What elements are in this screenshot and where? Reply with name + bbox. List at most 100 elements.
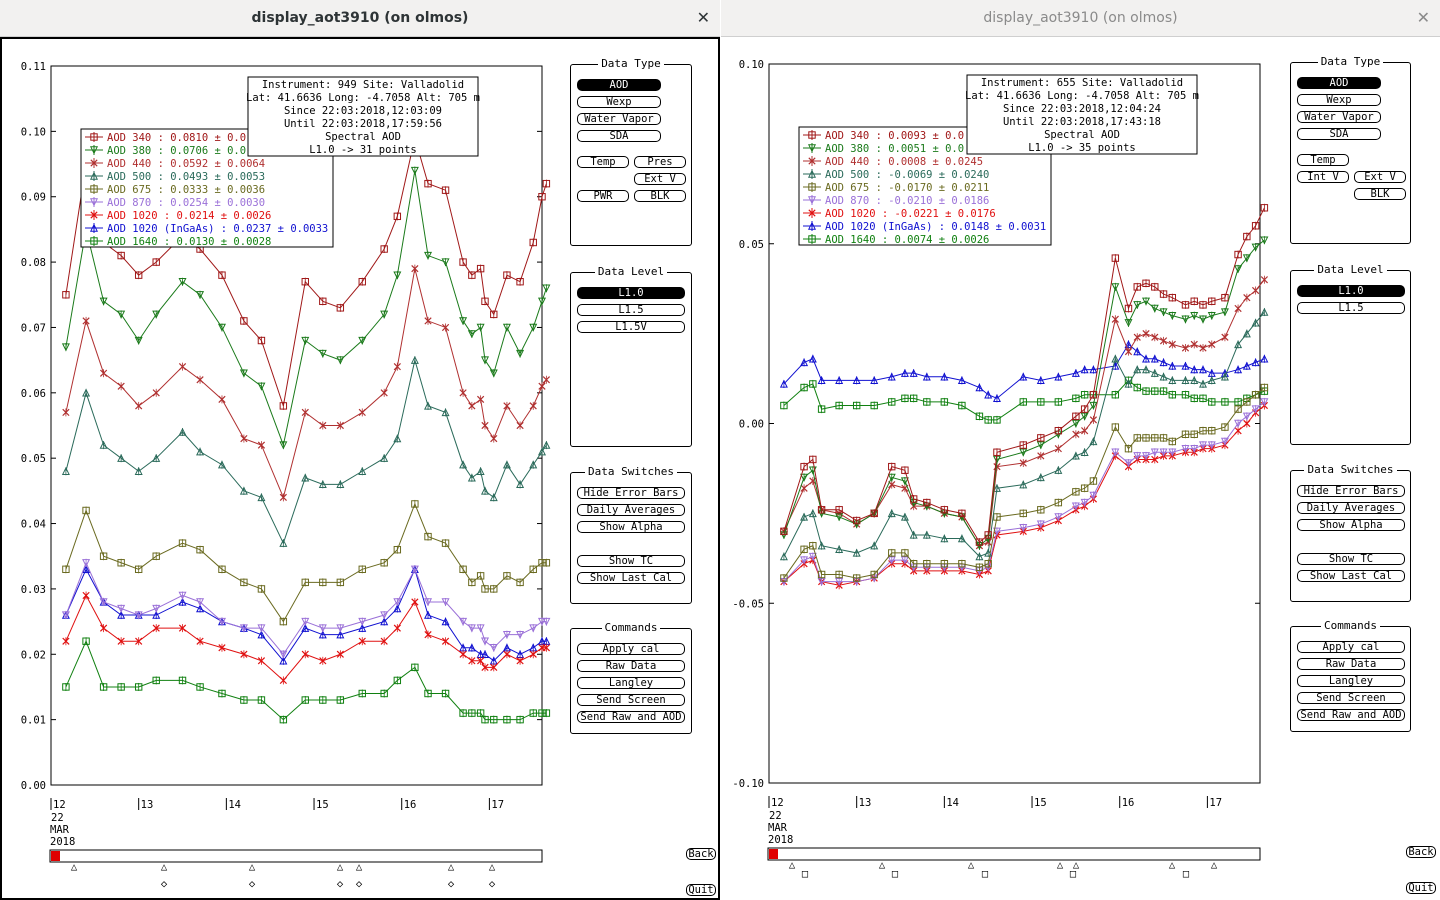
data-point: [476, 264, 485, 273]
quit-button[interactable]: Quit: [1406, 882, 1436, 894]
langley-button[interactable]: Langley: [577, 677, 685, 689]
data-point: [909, 394, 918, 403]
data-point: [537, 297, 547, 306]
y-tick-label: 0.08: [21, 257, 46, 269]
show-alpha-button[interactable]: Show Alpha: [1297, 519, 1405, 531]
data-point: [923, 398, 931, 406]
ext-v-button[interactable]: Ext V: [1354, 171, 1406, 183]
temp-button[interactable]: Temp: [1297, 154, 1349, 166]
titlebar[interactable]: display_aot3910 (on olmos) ✕: [721, 0, 1440, 37]
x-tick-label: 13: [141, 799, 154, 811]
data-point: [975, 563, 984, 571]
blk-button[interactable]: BLK: [1354, 188, 1406, 200]
wexp-button[interactable]: Wexp: [1297, 94, 1381, 106]
send-screen-button[interactable]: Send Screen: [577, 694, 685, 706]
panel-title: Data Switches: [584, 465, 678, 478]
y-tick-label: 0.07: [21, 322, 46, 334]
event-marker: △: [1169, 859, 1176, 871]
data-point: [1089, 401, 1098, 410]
close-icon[interactable]: ✕: [696, 8, 710, 27]
send-raw-and-aod-button[interactable]: Send Raw and AOD: [577, 711, 685, 723]
data-point: [1243, 398, 1251, 406]
data-point: [152, 258, 160, 266]
raw-data-button[interactable]: Raw Data: [577, 660, 685, 672]
data-point: [468, 657, 476, 665]
data-point: [1080, 365, 1089, 374]
show-tc-button[interactable]: Show TC: [577, 555, 685, 567]
info-box: [247, 76, 479, 157]
info-line: Lat: 41.6636 Long: -4.7058 Alt: 705 m: [246, 92, 480, 104]
langley-button[interactable]: Langley: [1297, 675, 1405, 687]
time-slider: [767, 847, 1261, 861]
data-point: [424, 401, 433, 410]
hide-error-bars-button[interactable]: Hide Error Bars: [577, 487, 685, 499]
show-last-cal-button[interactable]: Show Last Cal: [1297, 570, 1405, 582]
l1-5-button[interactable]: L1.5: [1297, 302, 1405, 314]
data-point: [319, 696, 327, 704]
data-point: [152, 604, 161, 613]
data-point: [424, 317, 432, 325]
data-point: [393, 624, 401, 632]
pres-button[interactable]: Pres: [634, 156, 686, 168]
data-point: [301, 623, 310, 632]
apply-cal-button[interactable]: Apply cal: [577, 643, 685, 655]
data-point: [410, 166, 419, 175]
data-point: [537, 447, 547, 456]
data-point: [1159, 448, 1168, 457]
send-screen-button[interactable]: Send Screen: [1297, 692, 1405, 704]
send-raw-and-aod-button[interactable]: Send Raw and AOD: [1297, 709, 1405, 721]
data-point: [134, 565, 143, 573]
temp-button[interactable]: Temp: [577, 156, 629, 168]
water-vapor-button[interactable]: Water Vapor: [1297, 111, 1381, 123]
hide-error-bars-button[interactable]: Hide Error Bars: [1297, 485, 1405, 497]
pwr-button[interactable]: PWR: [577, 190, 629, 202]
titlebar[interactable]: display_aot3910 (on olmos) ✕: [0, 0, 720, 37]
close-icon[interactable]: ✕: [1416, 8, 1430, 27]
data-point: [1142, 354, 1151, 363]
l1-5v-button[interactable]: L1.5V: [577, 321, 685, 333]
daily-averages-button[interactable]: Daily Averages: [577, 504, 685, 516]
data-point: [1221, 398, 1229, 406]
raw-data-button[interactable]: Raw Data: [1297, 658, 1405, 670]
apply-cal-button[interactable]: Apply cal: [1297, 641, 1405, 653]
ext-v-button[interactable]: Ext V: [634, 173, 686, 185]
data-point: [61, 611, 70, 620]
int-v-button[interactable]: Int V: [1297, 171, 1349, 183]
l1-5-button[interactable]: L1.5: [577, 304, 685, 316]
data-point: [503, 572, 511, 580]
show-alpha-button[interactable]: Show Alpha: [577, 521, 685, 533]
data-point: [490, 715, 498, 724]
l1-0-button[interactable]: L1.0: [577, 287, 685, 299]
data-point: [89, 223, 99, 232]
sda-button[interactable]: SDA: [577, 130, 661, 142]
water-vapor-button[interactable]: Water Vapor: [577, 113, 661, 125]
data-point: [516, 715, 524, 724]
sda-button[interactable]: SDA: [1297, 128, 1381, 140]
data-point: [90, 211, 98, 219]
aod-button[interactable]: AOD: [1297, 77, 1381, 89]
data-point: [1071, 502, 1080, 511]
date-label: 2018: [768, 834, 793, 846]
data-point: [468, 402, 476, 410]
wexp-button[interactable]: Wexp: [577, 96, 661, 108]
data-point: [239, 624, 248, 633]
event-marker: ◇: [161, 878, 168, 890]
data-point: [62, 291, 70, 299]
window-title: display_aot3910 (on olmos): [251, 10, 469, 26]
back-button[interactable]: Back: [1406, 846, 1436, 858]
x-tick-label: 16: [1122, 797, 1135, 809]
data-point: [257, 493, 266, 502]
data-point: [503, 715, 511, 724]
l1-0-button[interactable]: L1.0: [1297, 285, 1405, 297]
data-point: [134, 466, 143, 475]
data-point: [411, 598, 419, 606]
show-last-cal-button[interactable]: Show Last Cal: [577, 572, 685, 584]
data-point: [817, 376, 826, 385]
data-level-panel: Data Level L1.0 L1.5 L1.5V: [570, 265, 692, 447]
quit-button[interactable]: Quit: [686, 884, 716, 896]
daily-averages-button[interactable]: Daily Averages: [1297, 502, 1405, 514]
show-tc-button[interactable]: Show TC: [1297, 553, 1405, 565]
aod-button[interactable]: AOD: [577, 79, 661, 91]
back-button[interactable]: Back: [686, 848, 716, 860]
blk-button[interactable]: BLK: [634, 190, 686, 202]
